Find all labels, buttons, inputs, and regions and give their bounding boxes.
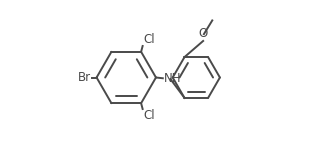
Text: Br: Br [78, 71, 91, 84]
Text: Cl: Cl [143, 33, 155, 46]
Text: Cl: Cl [143, 109, 155, 122]
Text: O: O [198, 27, 208, 40]
Text: NH: NH [163, 72, 181, 85]
